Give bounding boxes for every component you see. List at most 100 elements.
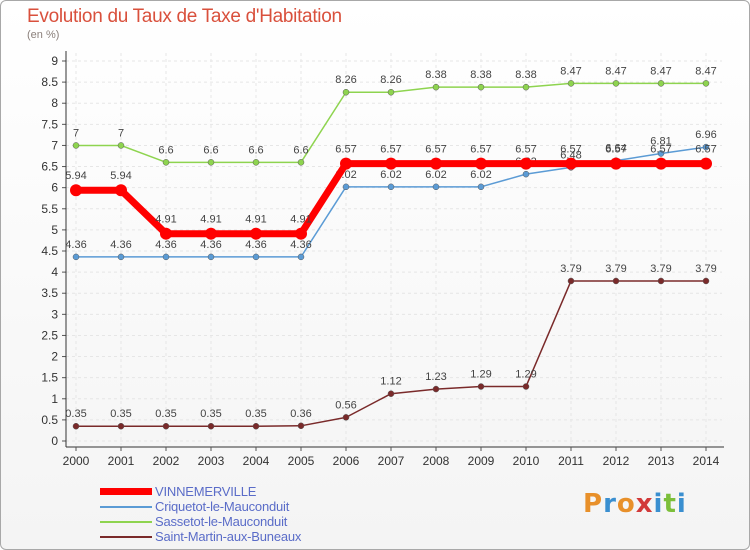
data-label: 6.6	[158, 144, 173, 156]
data-point	[657, 80, 665, 87]
data-label: 6.57	[695, 144, 716, 156]
data-label: 6.6	[203, 144, 218, 156]
y-tick-label: 7	[51, 138, 58, 152]
data-label: 6.57	[650, 144, 671, 156]
y-tick-label: 7.5	[41, 117, 58, 131]
data-label: 4.91	[155, 214, 176, 226]
data-point	[115, 184, 127, 197]
logo-letter: i	[653, 489, 664, 519]
data-point	[432, 183, 440, 191]
data-point	[340, 157, 352, 170]
data-point	[430, 157, 442, 170]
data-label: 3.79	[605, 263, 626, 275]
data-point	[72, 422, 80, 430]
data-point	[117, 422, 125, 430]
data-label: 6.57	[425, 144, 446, 156]
data-point	[162, 422, 170, 430]
data-point	[702, 277, 710, 285]
data-point	[432, 385, 440, 393]
data-point	[477, 183, 485, 191]
data-label: 6.57	[335, 144, 356, 156]
legend-label: Saint-Martin-aux-Buneaux	[155, 529, 302, 544]
x-tick-label: 2009	[468, 454, 495, 468]
data-point	[522, 170, 530, 178]
data-point	[612, 277, 620, 285]
legend-swatch	[100, 505, 152, 508]
data-label: 7	[73, 127, 79, 139]
data-label: 6.02	[470, 169, 491, 181]
x-tick-label: 2001	[108, 454, 135, 468]
data-point	[342, 414, 350, 421]
data-label: 1.23	[425, 371, 446, 383]
data-point	[207, 253, 215, 261]
data-label: 6.6	[248, 144, 263, 156]
data-label: 0.35	[155, 408, 176, 420]
proxiti-logo: Proxiti	[583, 489, 687, 519]
x-tick-label: 2014	[693, 454, 720, 468]
data-point	[477, 383, 485, 390]
legend-swatch	[100, 535, 152, 538]
data-point	[432, 83, 440, 91]
data-point	[342, 183, 350, 191]
data-label: 6.02	[425, 169, 446, 181]
y-tick-label: 9	[51, 54, 58, 68]
y-tick-label: 4	[51, 265, 58, 279]
data-label: 0.35	[65, 408, 86, 420]
data-label: 8.38	[425, 69, 446, 81]
data-label: 0.35	[245, 408, 266, 420]
y-tick-label: 0	[51, 434, 58, 448]
data-point	[252, 159, 260, 166]
data-label: 1.29	[515, 369, 536, 381]
data-label: 6.48	[560, 149, 581, 161]
logo-letter: o	[616, 489, 636, 519]
y-tick-label: 2.5	[41, 328, 58, 342]
data-point	[522, 383, 530, 390]
y-tick-label: 6	[51, 181, 58, 195]
x-tick-label: 2010	[513, 454, 540, 468]
chart-legend: VINNEMERVILLE Criquetot-le-Mauconduit Sa…	[100, 484, 460, 544]
data-point	[297, 159, 305, 166]
data-point	[702, 143, 710, 151]
data-point	[567, 277, 575, 285]
x-tick-label: 2008	[423, 454, 450, 468]
data-point	[702, 80, 710, 87]
legend-item: Sassetot-le-Mauconduit	[100, 514, 460, 529]
data-label: 0.36	[290, 408, 311, 420]
data-point	[387, 88, 395, 96]
x-tick-label: 2004	[243, 454, 270, 468]
data-label: 4.36	[290, 239, 311, 251]
y-tick-label: 1	[51, 392, 58, 406]
x-tick-label: 2012	[603, 454, 630, 468]
data-label: 4.36	[245, 239, 266, 251]
legend-swatch	[100, 520, 152, 523]
x-tick-label: 2006	[333, 454, 360, 468]
legend-label: Criquetot-le-Mauconduit	[155, 499, 290, 514]
legend-label: Sassetot-le-Mauconduit	[155, 514, 288, 529]
logo-letter: r	[603, 489, 617, 519]
y-tick-label: 8	[51, 96, 58, 110]
data-label: 1.29	[470, 369, 491, 381]
logo-letter: P	[583, 489, 604, 519]
data-point	[70, 184, 82, 197]
logo-letter: t	[663, 489, 677, 519]
data-label: 6.6	[293, 144, 308, 156]
y-tick-label: 1.5	[41, 371, 58, 385]
x-tick-label: 2007	[378, 454, 405, 468]
data-label: 8.38	[515, 69, 536, 81]
data-point	[700, 157, 712, 170]
x-tick-label: 2002	[153, 454, 180, 468]
data-point	[520, 157, 532, 170]
data-point	[657, 150, 665, 157]
data-point	[387, 183, 395, 191]
data-label: 4.91	[245, 214, 266, 226]
data-label: 7	[118, 127, 124, 139]
data-point	[117, 142, 125, 149]
data-label: 4.91	[200, 214, 221, 226]
x-tick-label: 2005	[288, 454, 315, 468]
data-point	[475, 157, 487, 170]
data-point	[207, 159, 215, 166]
data-label: 8.47	[695, 65, 716, 77]
y-tick-label: 0.5	[41, 413, 58, 427]
x-tick-label: 2003	[198, 454, 225, 468]
data-label: 1.12	[380, 376, 401, 388]
